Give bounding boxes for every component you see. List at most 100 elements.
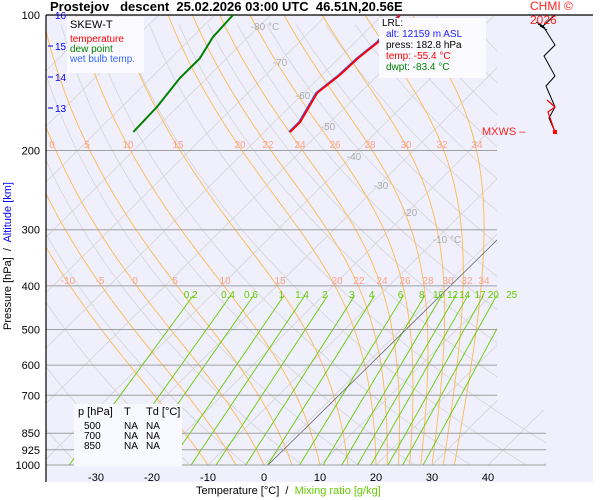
isotherm-line bbox=[254, 15, 546, 465]
y-tick-label: 300 bbox=[22, 225, 40, 237]
adiabat-label: 26 bbox=[329, 140, 341, 151]
dry-adiabat-line bbox=[46, 24, 316, 465]
dry-adiabat-line bbox=[46, 24, 372, 465]
adiabat-label: 10 bbox=[219, 276, 231, 287]
dry-adiabat-line bbox=[295, 24, 546, 465]
isotherm-label: -40 bbox=[347, 152, 362, 163]
mixing-ratio-label: 1 bbox=[278, 290, 284, 301]
isotherm-line bbox=[46, 15, 404, 465]
y-tick-label: 500 bbox=[22, 325, 40, 337]
table-cell-td: NA bbox=[146, 441, 160, 452]
adiabat-label: 34 bbox=[478, 276, 490, 287]
isotherm-line bbox=[46, 15, 180, 465]
mixing-ratio-line bbox=[261, 295, 375, 465]
mixing-ratio-line bbox=[239, 295, 356, 465]
adiabat-label: 32 bbox=[461, 276, 473, 287]
isotherm-line bbox=[46, 15, 348, 465]
isotherm-line bbox=[310, 15, 546, 465]
mixing-ratio-line bbox=[316, 295, 426, 465]
y-axis-label-altitude: Altitude [km] bbox=[2, 182, 14, 243]
y-tick-label: 925 bbox=[22, 445, 40, 457]
table-cell-p: 500 bbox=[84, 421, 101, 432]
dry-adiabat-line bbox=[46, 24, 259, 465]
mixing-ratio-line bbox=[382, 295, 484, 465]
adiabat-label: 28 bbox=[364, 140, 376, 151]
chart-title: Prostejov descent 25.02.2026 03:00 UTC 4… bbox=[50, 0, 403, 14]
table-cell-td: NA bbox=[146, 421, 160, 432]
mixing-ratio-label: 12 bbox=[447, 290, 459, 301]
isotherm-line bbox=[142, 15, 546, 465]
mxws-label: MXWS – bbox=[482, 126, 526, 138]
isotherm-label: -80 °C bbox=[251, 22, 279, 33]
mixing-ratio-label: 0.2 bbox=[184, 290, 198, 301]
x-tick-label: -10 bbox=[200, 472, 216, 484]
dry-adiabat-line bbox=[325, 24, 546, 465]
table-cell-td: NA bbox=[146, 431, 160, 442]
y-tick-label: 200 bbox=[22, 145, 40, 157]
lrl-dwpt: dwpt: -83.4 °C bbox=[386, 62, 450, 73]
adiabat-label: 15 bbox=[274, 276, 286, 287]
copyright: CHMI © 2026 bbox=[530, 0, 573, 27]
y-axis-label-pressure: Pressure [hPa] bbox=[2, 257, 14, 330]
isotherm-label: -70 bbox=[273, 58, 288, 69]
y-tick-label: 600 bbox=[22, 360, 40, 372]
mixing-ratio-label: 4 bbox=[369, 290, 375, 301]
mixing-ratio-line bbox=[161, 295, 285, 465]
mixing-ratio-label: 14 bbox=[459, 290, 471, 301]
x-axis-label: Temperature [°C] / Mixing ratio [g/kg] bbox=[196, 485, 381, 497]
isotherm-line bbox=[86, 15, 546, 465]
isotherm-label: -30 bbox=[374, 181, 389, 192]
adiabat-label: 5 bbox=[172, 276, 178, 287]
x-tick-label: 10 bbox=[314, 472, 326, 484]
wind-profile-red bbox=[546, 99, 556, 133]
lrl-temp: temp: -55.4 °C bbox=[386, 51, 451, 62]
adiabat-label: 34 bbox=[471, 140, 483, 151]
mixing-ratio-label: 1.4 bbox=[295, 290, 309, 301]
isotherm-line bbox=[46, 15, 460, 465]
reference-line bbox=[267, 239, 498, 465]
mixing-ratio-label: 25 bbox=[506, 290, 518, 301]
mixing-ratio-label: 8 bbox=[419, 290, 425, 301]
adiabat-label: -5 bbox=[96, 276, 105, 287]
lrl-alt: alt: 12159 m ASL bbox=[386, 29, 463, 40]
isotherm-line bbox=[46, 15, 236, 465]
isotherm-label: -50 bbox=[321, 122, 336, 133]
legend-title: SKEW-T bbox=[70, 19, 113, 31]
x-tick-label: 40 bbox=[482, 472, 494, 484]
adiabat-label: 24 bbox=[294, 140, 306, 151]
mixing-ratio-line bbox=[293, 295, 404, 465]
mixing-ratio-label: 6 bbox=[398, 290, 404, 301]
mixing-ratio-label: 0.4 bbox=[221, 290, 235, 301]
y-axis-label: Pressure [hPa] / Altitude [km] bbox=[2, 166, 14, 346]
temperature-line bbox=[289, 15, 401, 133]
x-tick-label: -30 bbox=[88, 472, 104, 484]
mixing-ratio-line bbox=[364, 295, 469, 465]
adiabat-label: 24 bbox=[376, 276, 388, 287]
adiabat-label: 0 bbox=[132, 276, 138, 287]
isotherm-line bbox=[198, 15, 546, 465]
altitude-tick-label: 14 bbox=[55, 73, 67, 84]
dry-adiabat-line bbox=[60, 24, 429, 465]
table-header-p: p [hPa] bbox=[78, 406, 113, 418]
isotherm-line bbox=[366, 15, 546, 465]
table-cell-p: 700 bbox=[84, 431, 101, 442]
altitude-tick-label: 13 bbox=[55, 104, 67, 115]
adiabat-label: 30 bbox=[442, 276, 454, 287]
profiles bbox=[132, 15, 401, 133]
adiabat-label: -10 bbox=[61, 276, 76, 287]
lrl-box: LRL: alt: 12159 m ASL press: 182.8 hPa t… bbox=[379, 18, 486, 78]
mixing-ratio-line bbox=[351, 295, 457, 465]
adiabat-label: 22 bbox=[262, 140, 274, 151]
table-cell-t: NA bbox=[124, 431, 138, 442]
legend: SKEW-T temperature dew point wet bulb te… bbox=[67, 17, 144, 73]
y-tick-label: 1000 bbox=[16, 460, 40, 472]
dry-adiabat-line bbox=[148, 24, 546, 465]
isotherm-line bbox=[46, 15, 292, 465]
dry-adiabat-line bbox=[237, 24, 546, 465]
altitude-tick-label: 16 bbox=[55, 11, 67, 22]
lrl-title: LRL: bbox=[382, 18, 404, 29]
mixing-ratio-label: 17 bbox=[475, 290, 487, 301]
level-table: p [hPa] T Td [°C] 500 NA NA 700 NA NA 850 NA NA bbox=[74, 404, 182, 466]
mixing-ratio-label: 0.6 bbox=[244, 290, 258, 301]
mixing-ratio-line bbox=[335, 295, 443, 465]
